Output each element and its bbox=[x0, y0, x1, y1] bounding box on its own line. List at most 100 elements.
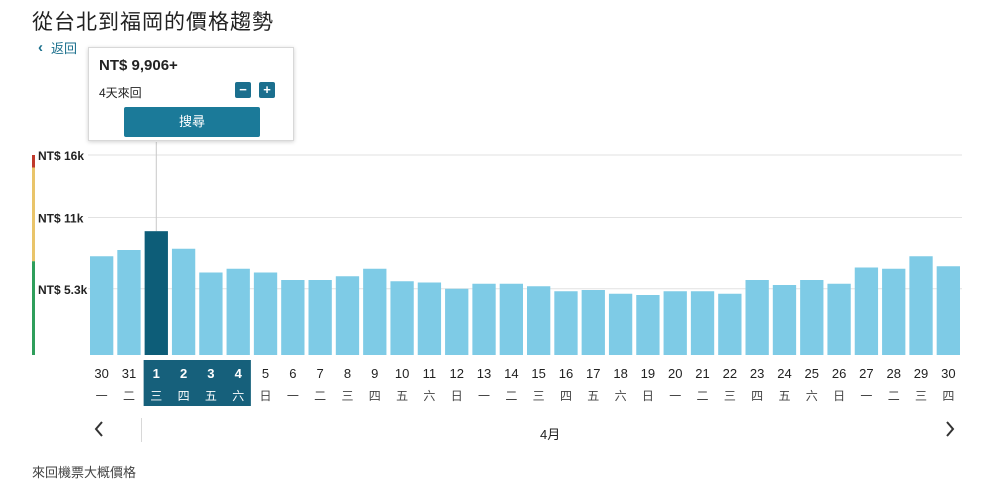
price-bar[interactable] bbox=[718, 293, 742, 355]
x-tick-date[interactable]: 13 bbox=[477, 366, 491, 381]
month-label: 4月 bbox=[540, 427, 561, 442]
x-tick-date[interactable]: 7 bbox=[317, 366, 324, 381]
price-bar[interactable] bbox=[772, 285, 797, 355]
price-bar[interactable] bbox=[827, 283, 851, 355]
price-bar[interactable] bbox=[800, 280, 824, 355]
x-tick-weekday: 二 bbox=[505, 389, 517, 403]
price-bar[interactable] bbox=[554, 291, 578, 355]
x-tick-date[interactable]: 29 bbox=[914, 366, 928, 381]
price-bar[interactable] bbox=[226, 268, 250, 355]
price-bar[interactable] bbox=[281, 280, 305, 355]
x-tick-weekday: 五 bbox=[587, 389, 599, 403]
x-tick-date[interactable]: 21 bbox=[695, 366, 709, 381]
x-tick-date[interactable]: 2 bbox=[180, 366, 187, 381]
price-bar[interactable] bbox=[690, 291, 715, 355]
x-tick-weekday: 二 bbox=[123, 389, 135, 403]
x-tick-date[interactable]: 4 bbox=[235, 366, 243, 381]
price-band-low bbox=[32, 261, 35, 355]
x-tick-date[interactable]: 9 bbox=[371, 366, 378, 381]
price-bar[interactable] bbox=[472, 283, 496, 355]
x-tick-weekday: 二 bbox=[888, 389, 900, 403]
price-bar[interactable] bbox=[608, 293, 633, 355]
x-tick-date[interactable]: 31 bbox=[122, 366, 136, 381]
price-bar[interactable] bbox=[199, 272, 223, 356]
x-tick-date[interactable]: 20 bbox=[668, 366, 682, 381]
x-tick-date[interactable]: 28 bbox=[886, 366, 900, 381]
x-tick-date[interactable]: 18 bbox=[613, 366, 627, 381]
x-tick-weekday: 四 bbox=[942, 389, 954, 403]
x-tick-date[interactable]: 1 bbox=[153, 366, 160, 381]
x-tick-date[interactable]: 11 bbox=[423, 366, 437, 381]
price-bar[interactable] bbox=[527, 286, 551, 355]
x-tick-date[interactable]: 16 bbox=[559, 366, 573, 381]
x-tick-date[interactable]: 8 bbox=[344, 366, 351, 381]
price-bar[interactable] bbox=[117, 250, 141, 355]
price-bar[interactable] bbox=[253, 272, 278, 356]
price-bar[interactable] bbox=[144, 231, 168, 355]
back-label: 返回 bbox=[51, 41, 78, 56]
y-tick-label: NT$ 11k bbox=[38, 212, 84, 226]
y-tick-label: NT$ 5.3k bbox=[38, 283, 88, 297]
x-tick-weekday: 日 bbox=[260, 389, 272, 403]
x-tick-weekday: 一 bbox=[669, 389, 681, 403]
x-tick-weekday: 六 bbox=[232, 389, 244, 403]
price-bar[interactable] bbox=[745, 280, 769, 355]
x-tick-weekday: 三 bbox=[341, 389, 353, 403]
trip-duration: 4天來回 bbox=[99, 86, 142, 100]
price-bar[interactable] bbox=[90, 256, 114, 355]
page-title: 從台北到福岡的價格趨勢 bbox=[32, 11, 274, 34]
price-bar[interactable] bbox=[335, 276, 360, 355]
increase-days-button[interactable]: + bbox=[259, 82, 275, 98]
x-tick-date[interactable]: 26 bbox=[832, 366, 846, 381]
price-bar[interactable] bbox=[581, 290, 605, 355]
price-band-high bbox=[32, 155, 35, 168]
x-tick-weekday: 一 bbox=[96, 389, 108, 403]
x-tick-date[interactable]: 30 bbox=[94, 366, 108, 381]
x-tick-date[interactable]: 19 bbox=[641, 366, 655, 381]
prev-month-button[interactable] bbox=[93, 420, 105, 442]
x-tick-date[interactable]: 24 bbox=[777, 366, 791, 381]
x-tick-weekday: 六 bbox=[615, 389, 627, 403]
price-bar[interactable] bbox=[171, 248, 196, 355]
x-tick-date[interactable]: 10 bbox=[395, 366, 409, 381]
x-tick-weekday: 三 bbox=[150, 389, 162, 403]
price-bar[interactable] bbox=[909, 256, 933, 355]
x-tick-weekday: 五 bbox=[205, 389, 217, 403]
x-tick-weekday: 日 bbox=[451, 389, 463, 403]
price-bar[interactable] bbox=[499, 283, 523, 355]
x-tick-date[interactable]: 14 bbox=[504, 366, 518, 381]
x-tick-weekday: 六 bbox=[423, 389, 435, 403]
x-tick-date[interactable]: 17 bbox=[586, 366, 600, 381]
x-tick-date[interactable]: 30 bbox=[941, 366, 955, 381]
price-bar[interactable] bbox=[417, 282, 442, 356]
x-tick-weekday: 四 bbox=[751, 389, 763, 403]
x-tick-date[interactable]: 12 bbox=[449, 366, 463, 381]
price-bar[interactable] bbox=[854, 267, 879, 356]
x-tick-date[interactable]: 3 bbox=[207, 366, 214, 381]
x-tick-date[interactable]: 25 bbox=[805, 366, 819, 381]
chevron-right-icon bbox=[946, 421, 955, 437]
x-tick-weekday: 二 bbox=[314, 389, 326, 403]
price-bar[interactable] bbox=[390, 281, 414, 355]
x-tick-date[interactable]: 23 bbox=[750, 366, 764, 381]
price-bar[interactable] bbox=[936, 266, 960, 355]
x-tick-date[interactable]: 27 bbox=[859, 366, 873, 381]
price-bar[interactable] bbox=[445, 288, 469, 355]
price-bar[interactable] bbox=[663, 291, 687, 355]
back-link[interactable]: ‹ 返回 bbox=[38, 38, 77, 57]
price-bar[interactable] bbox=[636, 295, 660, 355]
price-bar[interactable] bbox=[363, 268, 387, 355]
x-tick-date[interactable]: 5 bbox=[262, 366, 269, 381]
decrease-days-button[interactable]: − bbox=[235, 82, 251, 98]
price-bar[interactable] bbox=[308, 280, 332, 355]
popup-price: NT$ 9,906+ bbox=[99, 57, 178, 74]
x-tick-date[interactable]: 22 bbox=[723, 366, 737, 381]
price-bar[interactable] bbox=[882, 268, 906, 355]
next-month-button[interactable] bbox=[944, 420, 956, 442]
x-tick-weekday: 一 bbox=[478, 389, 490, 403]
x-tick-date[interactable]: 6 bbox=[289, 366, 296, 381]
search-button[interactable]: 搜尋 bbox=[124, 107, 260, 137]
price-trend-chart: NT$ 16k NT$ 11k NT$ 5.3k 30 一 31 二 1 三 2 四 3 五 4 六 5 日 6 一… bbox=[32, 142, 962, 406]
x-tick-date[interactable]: 15 bbox=[531, 366, 545, 381]
x-tick-weekday: 二 bbox=[697, 389, 709, 403]
